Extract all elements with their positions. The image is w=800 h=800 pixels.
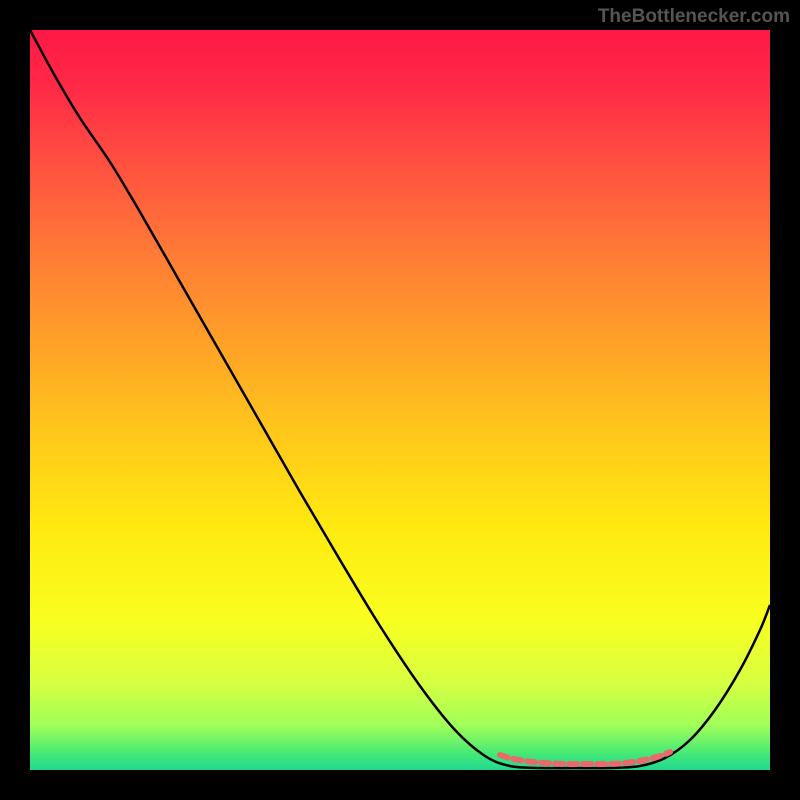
chart-container: TheBottlenecker.com xyxy=(0,0,800,800)
bottleneck-chart xyxy=(0,0,800,800)
watermark: TheBottlenecker.com xyxy=(598,6,790,28)
